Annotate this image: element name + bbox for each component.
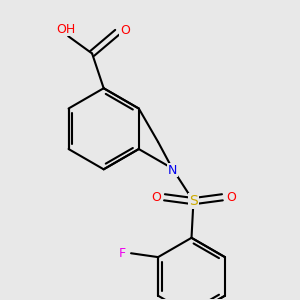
Text: S: S: [189, 194, 198, 208]
Text: O: O: [151, 191, 161, 204]
Text: O: O: [226, 191, 236, 204]
Text: F: F: [119, 247, 126, 260]
Text: O: O: [120, 24, 130, 37]
Text: N: N: [167, 164, 177, 177]
Text: OH: OH: [57, 23, 76, 36]
